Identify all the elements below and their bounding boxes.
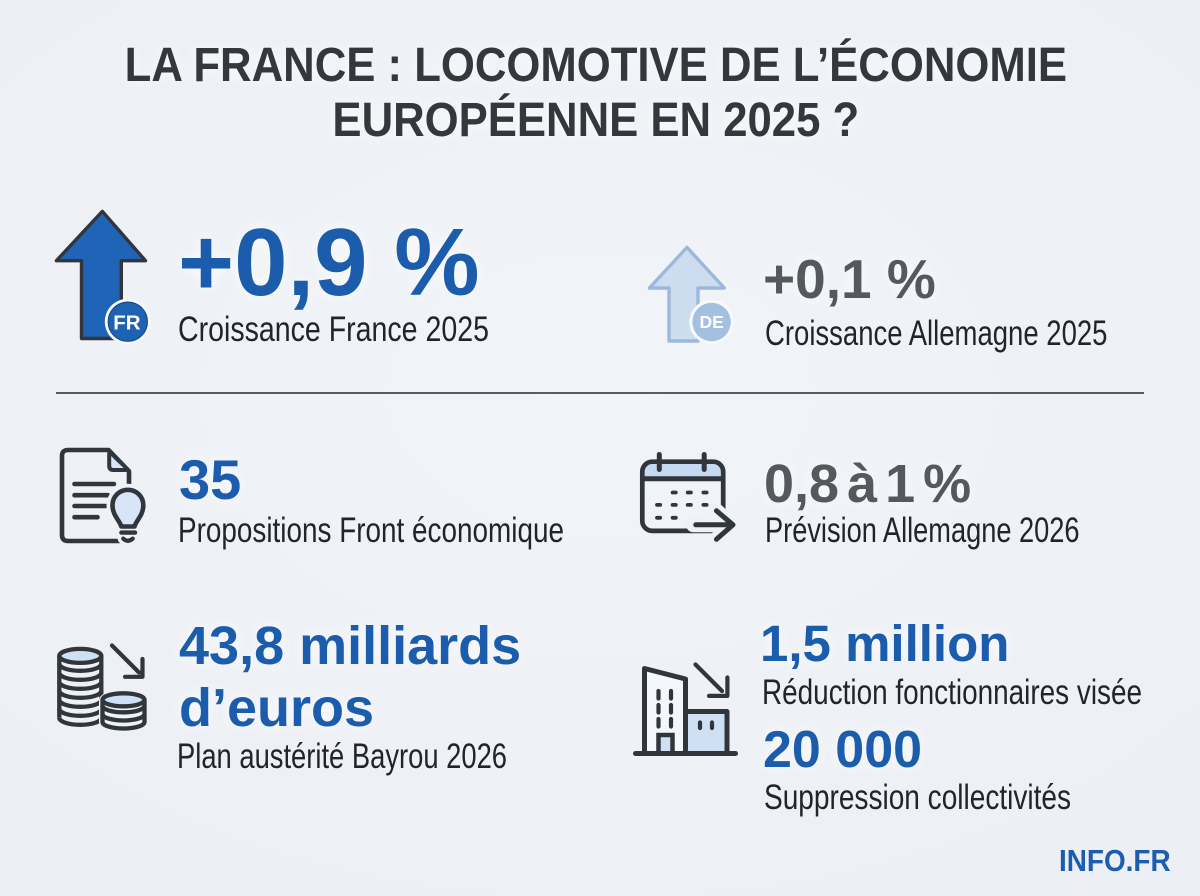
svg-text:DE: DE (699, 312, 723, 332)
svg-text:FR: FR (113, 311, 141, 334)
